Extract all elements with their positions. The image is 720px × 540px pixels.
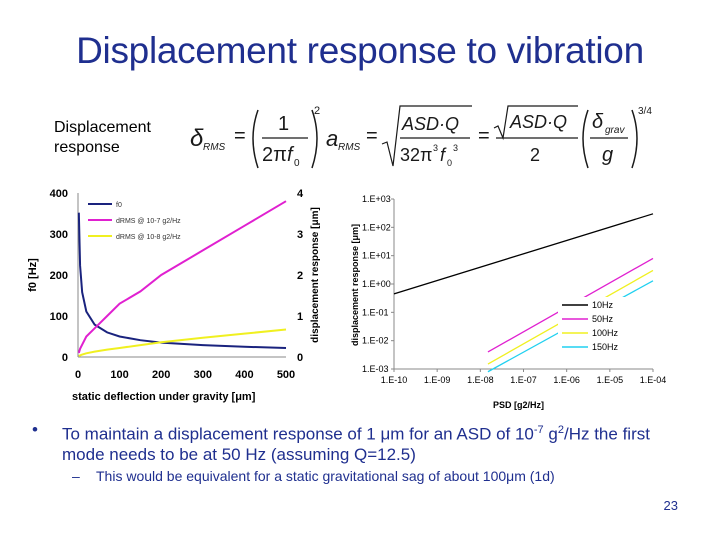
psd-legend-label: 150Hz [592,342,619,352]
displacement-response-label: Displacement response [54,118,151,158]
psd-x-tick-label: 1.E-05 [597,375,624,385]
formula-equals-3: = [478,125,490,147]
slide-title: Displacement response to vibration [76,30,644,71]
formula-asd-q-1: ASD·Q [401,114,459,134]
psd-y-tick-label: 1.E+01 [362,251,391,261]
formula-cube-2: 3 [453,143,458,153]
response-vs-psd-chart: 1.E+03 1.E+02 1.E+01 1.E+00 1.E-01 1.E-02 1.E-… [350,194,667,410]
formula-exponent: 3/4 [638,106,652,117]
psd-x-axis-title: PSD [g2/Hz] [493,400,544,410]
psd-y-tick-label: 1.E-01 [362,307,389,317]
left-x-axis-title: static deflection under gravity [μm] [72,391,256,403]
bullet-text: To maintain a displacement response of 1… [62,424,650,464]
formula-f0-1: f [287,144,295,166]
left-series-line-1 [77,200,287,354]
psd-x-tick-label: 1.E-09 [424,375,451,385]
left-y-tick-label: 400 [50,188,68,200]
psd-x-tick-label: 1.E-10 [381,375,408,385]
formula-cube-1: 3 [433,143,438,153]
left-x-tick-label: 500 [277,369,295,381]
psd-y-tick-label: 1.E-02 [362,336,389,346]
formula-a: a [326,126,338,151]
left-legend-label: dRMS @ 10-8 g2/Hz [116,234,181,241]
formula-g: g [602,144,613,166]
left-legend-label: dRMS @ 10-7 g2/Hz [116,218,181,225]
formula-grav-sub: grav [605,125,625,136]
sub-bullet: – This would be equivalent for a static g… [72,468,555,484]
right-y-tick-label: 3 [297,229,303,241]
f0-vs-deflection-chart: 0 100 200 300 400 0 1 2 3 4 0 100 200 300 400 500 static… [27,188,321,403]
left-y-axis-title: f0 [Hz] [27,258,39,292]
formula-delta: δ [190,125,204,152]
formula-f0-sub-1: 0 [294,158,300,169]
left-x-tick-label: 200 [152,369,170,381]
left-y-tick-label: 100 [50,311,68,323]
displacement-formula: δ RMS = 1 2π f 0 2 a RMS = ASD·Q 32π 3 f… [190,105,652,169]
left-y-tick-label: 200 [50,270,68,282]
left-x-tick-label: 400 [235,369,253,381]
formula-equals-2: = [366,125,378,147]
formula-square: 2 [314,105,320,117]
formula-two-pi: 2π [262,144,287,166]
formula-f0-sub-2: 0 [447,158,452,168]
left-x-tick-label: 100 [110,369,128,381]
left-x-tick-label: 0 [75,369,81,381]
psd-x-tick-label: 1.E-08 [467,375,494,385]
formula-f0-2: f [440,145,447,165]
formula-32pi: 32π [400,145,432,165]
formula-one: 1 [278,113,289,135]
psd-legend-label: 50Hz [592,314,614,324]
page-number: 23 [663,498,678,513]
formula-rms-sub-2: RMS [338,142,361,153]
left-y-tick-label: 0 [62,352,68,364]
left-legend-label: f0 [116,202,122,209]
psd-y-tick-label: 1.E-03 [362,364,389,374]
right-y-tick-label: 4 [297,188,304,200]
psd-y-axis-title: displacement response [μm] [350,224,360,346]
formula-rms-sub-1: RMS [203,142,226,153]
psd-legend-label: 10Hz [592,300,614,310]
formula-equals-1: = [234,125,246,147]
left-series-line-0 [77,212,287,349]
left-y2-axis-title: displacement response [μm] [310,207,321,343]
formula-two: 2 [530,145,540,165]
left-series-line-2 [78,328,287,358]
psd-x-tick-label: 1.E-04 [640,375,667,385]
right-y-tick-label: 2 [297,270,303,282]
left-y-tick-label: 300 [50,229,68,241]
formula-asd-q-2: ASD·Q [509,112,567,132]
right-y-tick-label: 0 [297,352,303,364]
psd-x-tick-label: 1.E-06 [553,375,580,385]
bullet-dot: • [32,420,38,439]
psd-legend-box [558,297,632,359]
psd-x-tick-label: 1.E-07 [510,375,537,385]
psd-series-line-0 [393,213,654,295]
left-x-tick-label: 300 [194,369,212,381]
psd-y-tick-label: 1.E+00 [362,279,391,289]
psd-y-tick-label: 1.E+03 [362,194,391,204]
displacement-label-line2: response [54,139,120,156]
psd-legend-label: 100Hz [592,328,619,338]
formula-delta-2: δ [592,111,604,133]
psd-y-tick-label: 1.E+02 [362,222,391,232]
displacement-label-line1: Displacement [54,119,151,136]
right-y-tick-label: 1 [297,311,303,323]
